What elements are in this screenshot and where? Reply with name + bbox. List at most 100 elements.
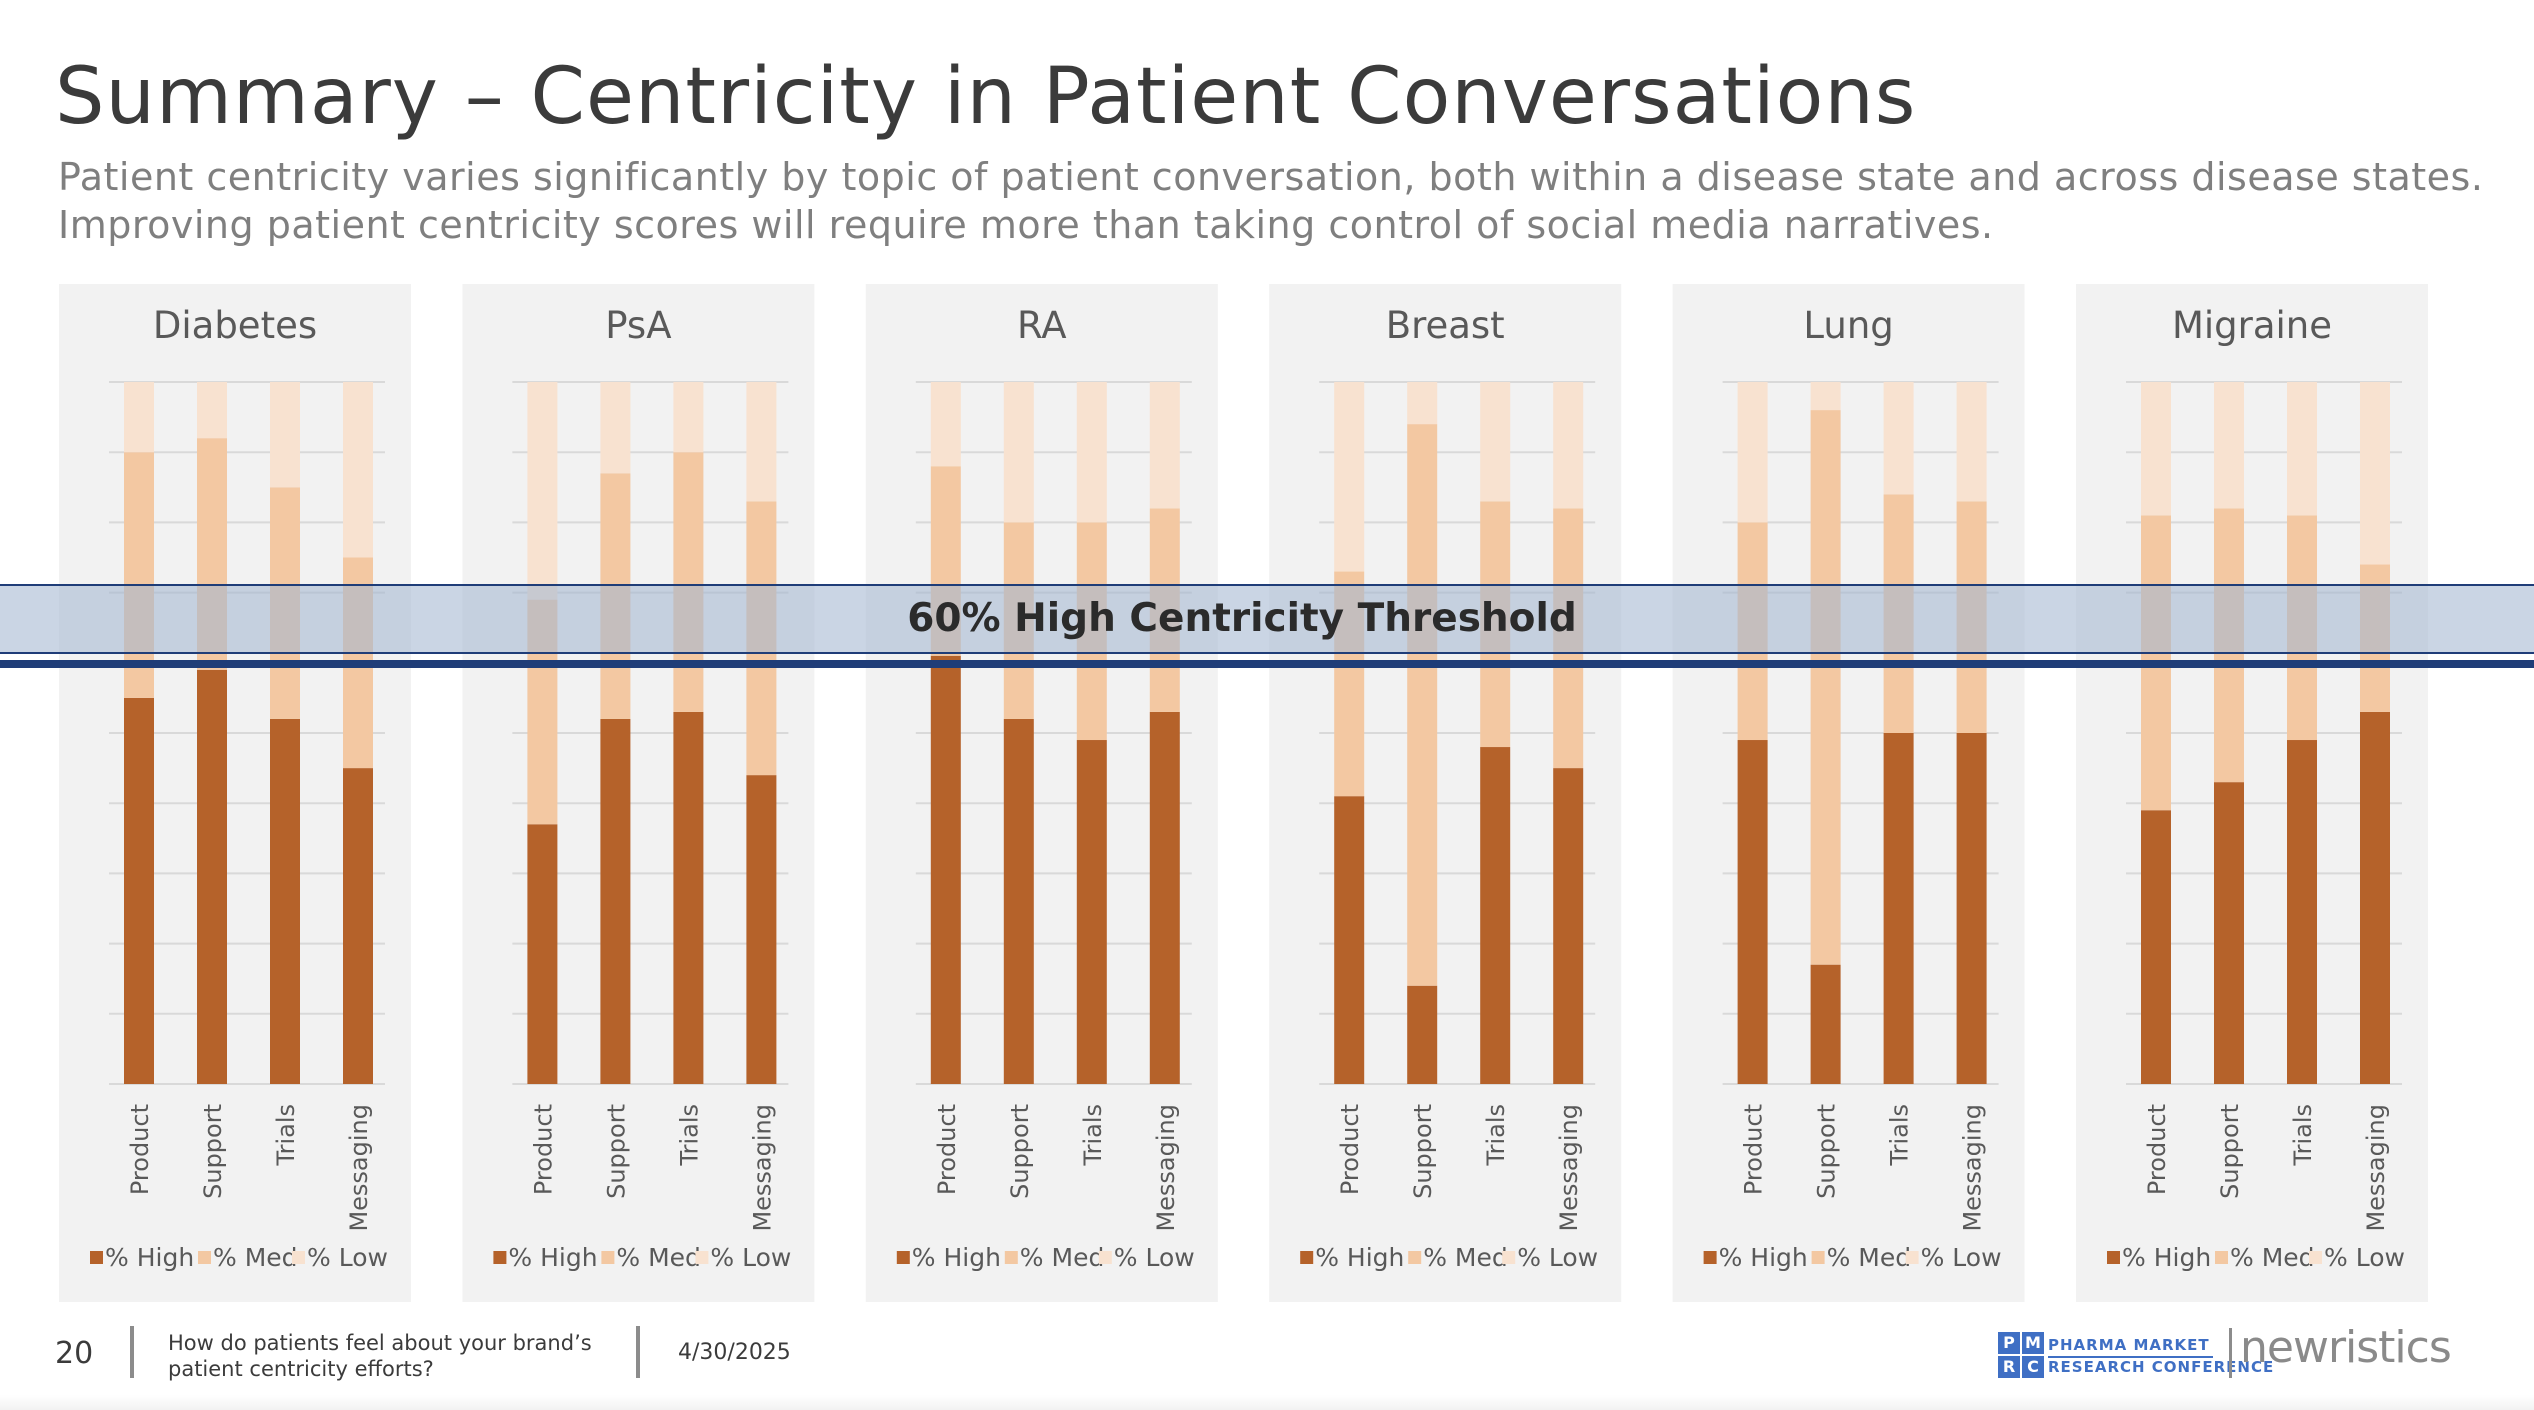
category-label: Support — [1409, 1104, 1437, 1199]
pmrc-letter: P — [1998, 1332, 2020, 1354]
legend-label: % High — [1315, 1243, 1404, 1272]
bar-low — [270, 382, 300, 488]
pmrc-logo: P M R C — [1998, 1332, 2044, 1378]
category-label: Support — [199, 1104, 227, 1199]
bar-high — [1883, 733, 1914, 1084]
bar-high — [1737, 740, 1768, 1084]
chart-title: Migraine — [2172, 304, 2332, 347]
category-label: Support — [602, 1104, 630, 1199]
category-label: Trials — [1482, 1104, 1510, 1167]
threshold-label: 60% High Centricity Threshold — [907, 596, 1577, 641]
bar-high — [1480, 747, 1511, 1084]
legend-swatch — [2309, 1251, 2322, 1264]
legend-swatch — [1703, 1251, 1717, 1264]
pmrc-line-1: PHARMA MARKET — [2048, 1336, 2210, 1354]
legend-swatch — [1098, 1251, 1112, 1264]
bar-low — [2360, 382, 2390, 565]
bar-low — [930, 382, 961, 467]
legend-label: % Low — [307, 1243, 388, 1272]
legend-swatch — [1502, 1251, 1516, 1264]
bar-low — [673, 382, 704, 453]
bar-low — [1956, 382, 1987, 502]
legend-swatch — [896, 1251, 910, 1264]
bar-low — [1810, 382, 1841, 411]
legend-label: % Med — [2230, 1243, 2315, 1272]
category-label: Messaging — [1959, 1104, 1987, 1232]
bar-high — [1956, 733, 1987, 1084]
legend-swatch — [198, 1251, 211, 1264]
bar-low — [1149, 382, 1180, 509]
legend-swatch — [601, 1251, 615, 1264]
footer-question-line-2: patient centricity efforts? — [168, 1357, 434, 1381]
chart-title: Lung — [1803, 304, 1893, 347]
bottom-fade — [0, 1395, 2534, 1410]
legend-label: % Low — [1114, 1243, 1195, 1272]
bar-high — [197, 669, 227, 1084]
bar-low — [2287, 382, 2317, 516]
legend-swatch — [2215, 1251, 2228, 1264]
bar-low — [2141, 382, 2171, 516]
bar-low — [1407, 382, 1438, 425]
bar-low — [124, 382, 154, 453]
subtitle-line-2: Improving patient centricity scores will… — [58, 203, 1994, 247]
page-title: Summary – Centricity in Patient Conversa… — [55, 52, 1917, 142]
category-label: Messaging — [1555, 1104, 1583, 1232]
bar-high — [527, 824, 558, 1084]
bar-high — [1553, 768, 1584, 1084]
bar-high — [1810, 964, 1841, 1084]
category-label: Trials — [2289, 1104, 2317, 1167]
legend-swatch — [1408, 1251, 1422, 1264]
bar-low — [1737, 382, 1768, 523]
bar-low — [343, 382, 373, 558]
legend-swatch — [1004, 1251, 1018, 1264]
category-label: Messaging — [2362, 1104, 2390, 1232]
category-label: Messaging — [345, 1104, 373, 1232]
pmrc-letter: C — [2022, 1356, 2044, 1378]
legend-label: % Med — [1020, 1243, 1105, 1272]
bar-low — [1553, 382, 1584, 509]
category-label: Product — [126, 1104, 154, 1195]
newristics-logo: newristics — [2240, 1322, 2452, 1373]
footer-divider — [636, 1326, 640, 1378]
legend-swatch — [1300, 1251, 1314, 1264]
bar-med — [1407, 424, 1438, 986]
pmrc-rule — [2048, 1356, 2213, 1358]
category-label: Product — [2143, 1104, 2171, 1195]
bar-high — [343, 768, 373, 1084]
bar-low — [1883, 382, 1914, 495]
pmrc-logo-text: PHARMA MARKET RESEARCH CONFERENCE — [2048, 1334, 2274, 1378]
bar-med — [124, 452, 154, 698]
legend-label: % Low — [1517, 1243, 1598, 1272]
chart-title: PsA — [605, 304, 671, 347]
legend-label: % Med — [616, 1243, 701, 1272]
bar-low — [746, 382, 777, 502]
category-label: Support — [1006, 1104, 1034, 1199]
bar-low — [2214, 382, 2244, 509]
bar-low — [1076, 382, 1107, 523]
bar-high — [673, 711, 704, 1084]
bar-high — [270, 718, 300, 1084]
bar-high — [600, 718, 631, 1084]
category-label: Trials — [1079, 1104, 1107, 1167]
category-label: Messaging — [1152, 1104, 1180, 1232]
category-label: Product — [1740, 1104, 1768, 1195]
bar-high — [2287, 740, 2317, 1084]
bar-high — [2141, 810, 2171, 1084]
bar-high — [1334, 796, 1365, 1084]
bar-low — [527, 382, 558, 600]
pmrc-letter: M — [2022, 1332, 2044, 1354]
chart-title: Breast — [1386, 304, 1505, 347]
footer-date: 4/30/2025 — [678, 1340, 791, 1365]
threshold-band — [0, 584, 2534, 654]
threshold-line — [0, 660, 2534, 668]
category-label: Trials — [272, 1104, 300, 1167]
legend-label: % High — [508, 1243, 597, 1272]
category-label: Messaging — [748, 1104, 776, 1232]
legend-swatch — [695, 1251, 709, 1264]
legend-swatch — [2107, 1251, 2120, 1264]
footer-question: How do patients feel about your brand’s … — [168, 1330, 648, 1382]
legend-label: % Low — [1921, 1243, 2002, 1272]
pmrc-letter: R — [1998, 1356, 2020, 1378]
bar-low — [197, 382, 227, 439]
